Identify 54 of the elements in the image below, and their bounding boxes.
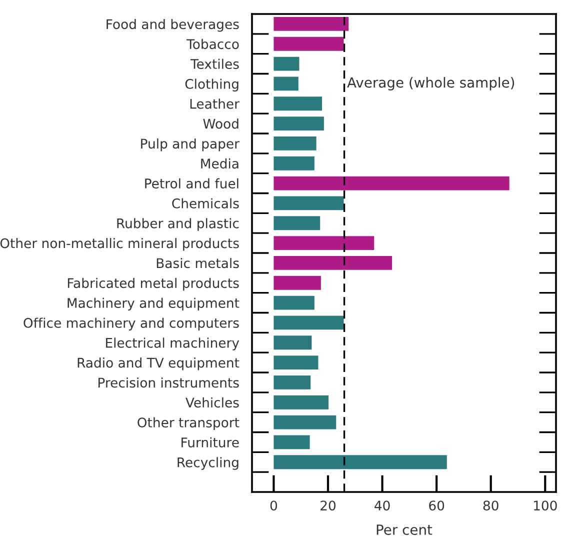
x-tick-label: 20	[320, 500, 336, 511]
y-tick-label: Wood	[203, 118, 238, 129]
y-tick-label: Other non-metallic mineral products	[0, 238, 239, 251]
bar	[274, 316, 344, 330]
y-tick-label: Furniture	[182, 437, 239, 448]
bar	[274, 356, 318, 370]
bar	[274, 196, 344, 210]
y-tick-label: Radio and TV equipment	[78, 358, 240, 370]
x-tick-label: 40	[374, 500, 390, 511]
y-tick-label: Pulp and paper	[141, 138, 240, 152]
bar	[274, 36, 344, 51]
bar	[274, 236, 374, 250]
bar	[274, 96, 322, 111]
bar	[274, 435, 310, 450]
bar	[274, 156, 314, 170]
bar	[274, 455, 447, 470]
y-tick-label: Machinery and equipment	[68, 298, 240, 311]
y-tick-label: Electrical machinery	[106, 338, 240, 350]
y-tick-label: Media	[201, 158, 238, 169]
bar	[274, 256, 392, 270]
y-tick-label: Tobacco	[186, 38, 239, 50]
bar	[274, 76, 298, 91]
y-tick-label: Recycling	[178, 457, 238, 470]
bar	[274, 116, 324, 131]
x-tick-label: 0	[270, 500, 278, 511]
bar	[274, 415, 336, 430]
y-tick-label: Clothing	[185, 78, 238, 92]
y-tick-label: Precision instruments	[98, 377, 239, 388]
bar	[274, 56, 300, 71]
x-tick-label: 60	[429, 500, 444, 511]
bar	[274, 336, 312, 350]
y-tick-label: Rubber and plastic	[117, 218, 239, 231]
y-tick-label: Office machinery and computers	[24, 318, 239, 330]
bar	[274, 296, 314, 310]
ref-line-label: Average (whole sample)	[347, 76, 514, 90]
bar	[274, 216, 320, 230]
bar	[274, 395, 329, 410]
bar	[274, 16, 349, 31]
y-tick-label: Vehicles	[186, 397, 239, 408]
bar	[274, 136, 316, 150]
bar	[274, 276, 321, 290]
x-tick-label: 100	[534, 500, 557, 511]
y-tick-label: Chemicals	[172, 198, 239, 208]
y-tick-label: Textiles	[190, 58, 239, 69]
y-tick-label: Leather	[190, 98, 240, 109]
bar	[274, 176, 510, 190]
y-tick-label: Basic metals	[156, 258, 239, 268]
y-tick-label: Other transport	[138, 417, 240, 430]
y-tick-label: Fabricated metal products	[68, 278, 239, 291]
x-tick-label: 80	[483, 500, 498, 511]
x-axis-title: Per cent	[376, 524, 432, 535]
y-tick-label: Food and beverages	[106, 18, 239, 32]
bar	[274, 375, 311, 390]
y-tick-label: Petrol and fuel	[145, 178, 238, 188]
